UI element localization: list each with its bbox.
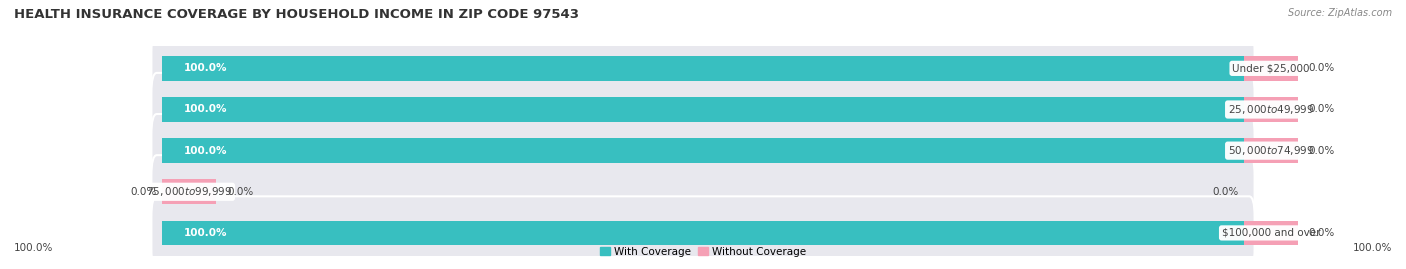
Text: 0.0%: 0.0%	[1309, 146, 1334, 156]
Bar	[162, 97, 1244, 122]
FancyBboxPatch shape	[152, 155, 1254, 228]
Text: 100.0%: 100.0%	[184, 146, 228, 156]
Text: $50,000 to $74,999: $50,000 to $74,999	[1227, 144, 1315, 157]
Text: 0.0%: 0.0%	[228, 187, 253, 197]
FancyBboxPatch shape	[152, 32, 1254, 105]
Text: 100.0%: 100.0%	[184, 63, 228, 73]
Bar	[1244, 138, 1298, 163]
Bar	[1244, 97, 1298, 122]
Bar	[162, 221, 1244, 245]
Text: $25,000 to $49,999: $25,000 to $49,999	[1227, 103, 1315, 116]
Text: 0.0%: 0.0%	[1309, 228, 1334, 238]
Text: $100,000 and over: $100,000 and over	[1222, 228, 1320, 238]
Text: 100.0%: 100.0%	[14, 243, 53, 253]
Text: 0.0%: 0.0%	[1212, 187, 1239, 197]
Text: Under $25,000: Under $25,000	[1232, 63, 1309, 73]
Text: 0.0%: 0.0%	[1309, 63, 1334, 73]
Bar	[162, 138, 1244, 163]
Bar	[1244, 56, 1298, 81]
Text: $75,000 to $99,999: $75,000 to $99,999	[146, 185, 232, 198]
Text: 100.0%: 100.0%	[184, 104, 228, 115]
Bar	[1244, 221, 1298, 245]
Legend: With Coverage, Without Coverage: With Coverage, Without Coverage	[596, 243, 810, 261]
FancyBboxPatch shape	[152, 73, 1254, 146]
Text: 100.0%: 100.0%	[1353, 243, 1392, 253]
Bar	[162, 179, 217, 204]
Text: 0.0%: 0.0%	[131, 187, 157, 197]
FancyBboxPatch shape	[152, 196, 1254, 269]
Text: 0.0%: 0.0%	[1309, 104, 1334, 115]
Text: HEALTH INSURANCE COVERAGE BY HOUSEHOLD INCOME IN ZIP CODE 97543: HEALTH INSURANCE COVERAGE BY HOUSEHOLD I…	[14, 8, 579, 21]
Text: 100.0%: 100.0%	[184, 228, 228, 238]
Text: Source: ZipAtlas.com: Source: ZipAtlas.com	[1288, 8, 1392, 18]
Bar	[162, 56, 1244, 81]
FancyBboxPatch shape	[152, 114, 1254, 187]
